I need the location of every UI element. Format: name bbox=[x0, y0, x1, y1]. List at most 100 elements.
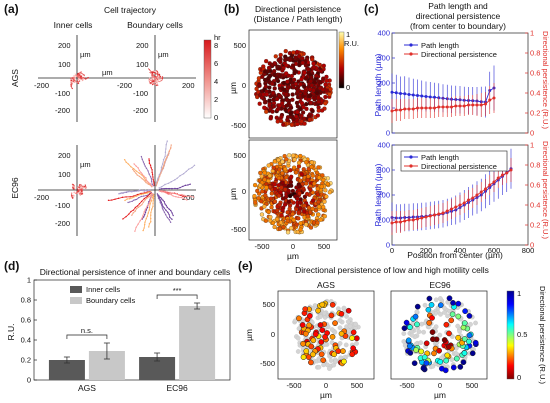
b-ags-dot bbox=[270, 62, 275, 68]
e-ec96-dot-high bbox=[423, 340, 430, 347]
b-ags-dot bbox=[262, 105, 267, 110]
b-bot-ytick-0: 0 bbox=[242, 187, 246, 196]
b-colorbar-unit: R.U. bbox=[344, 39, 359, 48]
d-category-label: EC96 bbox=[166, 383, 188, 393]
e-ags-ytick-500: 500 bbox=[262, 300, 275, 309]
trajectory-segment bbox=[152, 71, 154, 74]
e-ec96-dot-low bbox=[445, 313, 450, 319]
trajectory-segment bbox=[151, 81, 154, 83]
trajectory-segment bbox=[85, 186, 87, 188]
hr-colorbar-tick-6: 6 bbox=[214, 59, 218, 68]
e-ec-xtick-500: 500 bbox=[466, 381, 479, 390]
d-ytick-label: 0.4 bbox=[21, 336, 31, 345]
e-ec96-dot-high bbox=[406, 343, 413, 349]
d-bar-chart: 1 0.8 0.6 0.4 0.2 0 AGS n.s. EC96 *** bbox=[21, 276, 231, 393]
b-ec96-dot bbox=[288, 180, 294, 185]
e-ags-xlabel: µm bbox=[320, 390, 332, 400]
e-ags-dot-high bbox=[350, 329, 357, 336]
e-ec96-dots bbox=[401, 295, 479, 374]
panel-e-title: Directional persistence of low and high … bbox=[295, 265, 489, 275]
b-ags-dot bbox=[300, 60, 305, 65]
b-ags-dot bbox=[324, 88, 329, 93]
panel-e-label: (e) bbox=[238, 259, 253, 273]
trajectory-point bbox=[193, 164, 196, 166]
b-ags-dot bbox=[289, 122, 294, 128]
b-ec96-dot bbox=[302, 203, 307, 208]
e-ec96-dot-high bbox=[403, 319, 410, 326]
a-ec-tick-m100: -100 bbox=[55, 201, 70, 210]
e-colorbar-tick-0: 0 bbox=[517, 373, 521, 382]
trajectory-segment bbox=[155, 77, 157, 79]
b-ec96-dot bbox=[269, 205, 274, 210]
trajectory-segment bbox=[153, 70, 155, 72]
b-ags-dot bbox=[328, 87, 333, 92]
trajectory-segment bbox=[157, 76, 159, 79]
panel-c-title-1: Path length and bbox=[428, 1, 488, 11]
trajectory-point bbox=[172, 214, 174, 217]
trajectory-segment bbox=[77, 187, 79, 189]
c-top-rtick-label: 0 bbox=[530, 129, 534, 138]
b-ags-dot bbox=[291, 85, 296, 90]
panel-c-title-2: directional persistence bbox=[416, 11, 501, 21]
b-ags-dot bbox=[286, 84, 292, 90]
panel-d-title: Directional persistence of inner and bou… bbox=[40, 267, 230, 277]
d-sig-bracket bbox=[66, 334, 108, 339]
b-ags-dot bbox=[299, 101, 305, 106]
b-ec96-dot bbox=[316, 165, 321, 170]
b-ec96-dot bbox=[308, 225, 314, 230]
b-ags-dot bbox=[320, 87, 326, 92]
a-ags-xtick-m200: -200 bbox=[34, 81, 49, 90]
panel-a-label: (a) bbox=[4, 2, 19, 16]
b-ec96-dot bbox=[276, 175, 282, 181]
b-ec96-dot bbox=[291, 153, 296, 158]
trajectory-segment bbox=[79, 186, 81, 189]
col-boundary-label: Boundary cells bbox=[127, 20, 183, 30]
trajectory-plots bbox=[69, 68, 196, 232]
b-ec96-dot bbox=[309, 160, 314, 165]
e-ec-xtick-0: 0 bbox=[438, 381, 442, 390]
hr-colorbar-tick-0: 0 bbox=[214, 113, 218, 122]
e-ec96-dot-high bbox=[466, 338, 472, 345]
b-ags-dot bbox=[301, 105, 306, 110]
b-ags-dot bbox=[277, 66, 282, 71]
b-ags-dot bbox=[295, 121, 300, 127]
b-ec96-dot bbox=[318, 217, 323, 222]
b-ec96-dot bbox=[280, 159, 285, 164]
e-ec96-dot-high bbox=[446, 330, 452, 337]
e-ec96-dot-high bbox=[431, 350, 437, 357]
trajectory-point bbox=[192, 196, 195, 198]
c-bottom-ltick-label: 400 bbox=[377, 141, 390, 150]
c-bottom-ltick-label: 200 bbox=[377, 191, 390, 200]
b-ec96-dot bbox=[321, 177, 326, 183]
b-xtick-500: 500 bbox=[318, 242, 331, 251]
b-ec96-dot bbox=[298, 227, 303, 232]
b-ec96-dot bbox=[319, 184, 324, 189]
e-ec96-dot-high bbox=[442, 367, 449, 374]
trajectory-segment bbox=[82, 73, 84, 75]
e-ec96-dot-high bbox=[443, 357, 450, 364]
trajectory-segment bbox=[157, 73, 160, 76]
e-ec96-dot-low bbox=[442, 310, 447, 315]
e-ec96-dot-high bbox=[461, 350, 468, 356]
d-frame bbox=[33, 279, 231, 381]
b-ags-dot bbox=[279, 114, 284, 120]
e-sub-ags: AGS bbox=[317, 280, 335, 290]
a-ec-xtick-200: 200 bbox=[182, 193, 195, 202]
e-ec96-dot-low bbox=[455, 323, 461, 329]
trajectory-segment bbox=[155, 72, 157, 75]
e-ags-dot-high bbox=[338, 310, 345, 317]
c-top-ltick-label: 300 bbox=[377, 54, 390, 63]
b-ec96-dot bbox=[298, 178, 303, 183]
b-ags-dot bbox=[287, 57, 293, 62]
trajectory-point bbox=[169, 221, 172, 224]
trajectory-segment bbox=[159, 78, 162, 80]
a-ec-tick-m200: -200 bbox=[55, 219, 70, 228]
a-ags-b-tick-100: 100 bbox=[136, 60, 149, 69]
b-ags-dot bbox=[290, 63, 296, 68]
e-ags-dot-low bbox=[318, 314, 323, 320]
e-ec96-dot-high bbox=[437, 302, 444, 309]
e-ec96-dot-high bbox=[455, 334, 461, 341]
b-ags-dot bbox=[290, 92, 295, 97]
trajectory-segment bbox=[156, 72, 158, 75]
trajectory-segment bbox=[149, 79, 152, 82]
